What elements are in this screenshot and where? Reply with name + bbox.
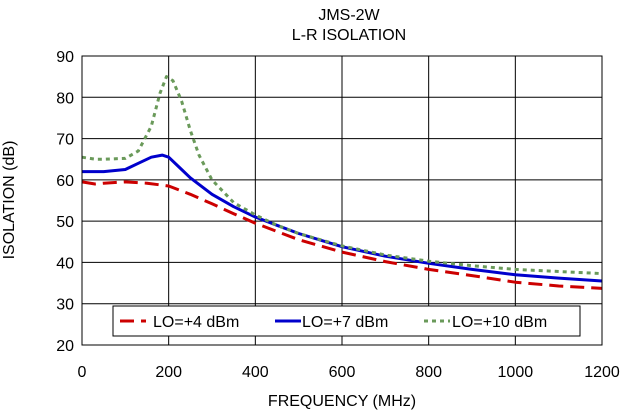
y-tick-label: 50 <box>56 214 74 231</box>
legend-label-1: LO=+4 dBm <box>153 314 239 331</box>
chart-title: JMS-2W <box>318 7 380 24</box>
y-tick-label: 30 <box>56 297 74 314</box>
series-line-1 <box>81 180 603 290</box>
legend-box <box>112 305 581 337</box>
y-tick-label: 80 <box>56 90 74 107</box>
x-tick-label: 0 <box>78 364 87 381</box>
series-layer <box>81 75 603 290</box>
chart-subtitle: L-R ISOLATION <box>292 27 406 44</box>
x-tick-label: 200 <box>155 364 182 381</box>
x-tick-label: 1000 <box>498 364 534 381</box>
y-axis-label: ISOLATION (dB) <box>1 141 18 260</box>
legend-label-3: LO=+10 dBm <box>452 314 547 331</box>
y-tick-label: 60 <box>56 173 74 190</box>
plot-border <box>81 55 603 346</box>
y-tick-label: 40 <box>56 255 74 272</box>
x-tick-label: 800 <box>415 364 442 381</box>
legend: LO=+4 dBm LO=+7 dBm LO=+10 dBm <box>112 305 581 337</box>
x-axis-label: FREQUENCY (MHz) <box>268 393 416 410</box>
legend-label-2: LO=+7 dBm <box>302 314 388 331</box>
y-tick-label: 70 <box>56 132 74 149</box>
x-tick-label: 1200 <box>584 364 620 381</box>
y-tick-labels: 20 30 40 50 60 70 80 90 <box>56 49 74 355</box>
x-tick-labels: 0 200 400 600 800 1000 1200 <box>78 364 620 381</box>
series-line-2 <box>82 153 603 283</box>
series-line-3 <box>81 75 603 276</box>
y-tick-label: 20 <box>56 338 74 355</box>
x-tick-label: 600 <box>329 364 356 381</box>
x-tick-label: 400 <box>242 364 269 381</box>
y-tick-label: 90 <box>56 49 74 66</box>
